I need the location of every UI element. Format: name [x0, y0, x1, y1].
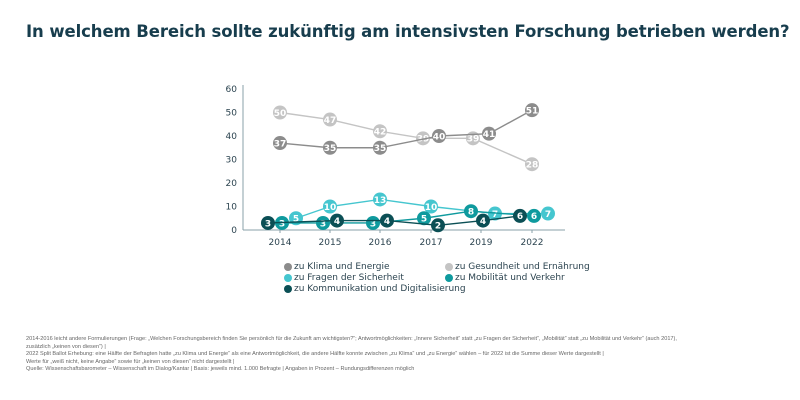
data-label: 3 [265, 219, 271, 229]
data-label: 6 [517, 212, 523, 222]
y-tick-label: 10 [226, 203, 238, 213]
legend-item-gesundheit: zu Gesundheit und Ernährung [445, 262, 590, 272]
y-tick-label: 40 [226, 132, 238, 142]
data-point [431, 218, 445, 233]
data-point [316, 215, 330, 230]
data-label: 10 [324, 203, 337, 213]
data-label: 7 [492, 210, 498, 220]
data-label: 42 [374, 128, 387, 138]
data-label: 3 [370, 219, 376, 229]
series-line [279, 109, 533, 149]
data-label: 35 [324, 144, 337, 154]
y-tick-label: 60 [226, 85, 238, 95]
legend-item-kommunikation: zu Kommunikation und Digitalisierung [284, 284, 466, 294]
data-label: 8 [468, 208, 474, 218]
data-label: 4 [334, 217, 340, 227]
data-point [527, 208, 541, 223]
data-label: 5 [421, 215, 427, 225]
data-label: 7 [545, 210, 551, 220]
data-point [323, 199, 337, 214]
series-line [279, 111, 533, 165]
legend-swatch [284, 285, 292, 293]
legend-label: zu Fragen der Sicherheit [294, 273, 404, 283]
data-label: 3 [279, 219, 285, 229]
legend-item-sicherheit: zu Fragen der Sicherheit [284, 273, 404, 283]
data-point [416, 131, 430, 146]
data-label: 39 [467, 135, 480, 145]
data-point [380, 213, 394, 228]
y-tick-label: 30 [226, 156, 238, 166]
data-point [373, 192, 387, 207]
footnote-line: 2022 Split Ballot Erhebung: eine Hälfte … [26, 351, 604, 358]
data-label: 4 [384, 217, 390, 227]
data-point [373, 124, 387, 139]
x-tick-label: 2015 [319, 238, 342, 248]
data-point [330, 213, 344, 228]
x-tick-label: 2014 [269, 238, 292, 248]
data-point [417, 211, 431, 226]
data-label: 10 [425, 203, 438, 213]
footnotes: 2014-2016 leicht andere Formulierungen (… [26, 336, 677, 374]
data-label: 2 [435, 222, 441, 232]
legend-item-mobilitaet: zu Mobilität und Verkehr [445, 273, 565, 283]
legend-swatch [445, 274, 453, 282]
y-tick-label: 50 [226, 109, 238, 119]
data-point [432, 129, 446, 143]
data-label: 4 [480, 217, 486, 227]
data-label: 3 [320, 219, 326, 229]
y-tick-label: 20 [226, 179, 238, 189]
legend-label: zu Kommunikation und Digitalisierung [294, 284, 466, 294]
x-tick-label: 2016 [369, 238, 392, 248]
footnote-line: Quelle: Wissenschaftsbarometer – Wissens… [26, 366, 415, 373]
legend-swatch [445, 263, 453, 271]
data-point [323, 112, 337, 127]
data-point [273, 136, 287, 151]
data-label: 47 [324, 116, 337, 126]
y-tick-label: 0 [231, 226, 237, 236]
data-point [541, 206, 555, 221]
data-point [525, 103, 539, 118]
data-point [261, 215, 275, 230]
x-tick-label: 2019 [470, 238, 493, 248]
data-label: 51 [526, 106, 539, 116]
footnote-line: zusätzlich „keinen von diesen“) | [26, 343, 106, 350]
data-label: 35 [374, 144, 387, 154]
data-point [373, 140, 387, 155]
data-label: 13 [374, 196, 387, 206]
x-tick-label: 2017 [420, 238, 443, 248]
data-label: 37 [274, 139, 287, 149]
data-point [482, 126, 496, 141]
data-label: 40 [433, 132, 446, 142]
legend-label: zu Gesundheit und Ernährung [455, 262, 590, 272]
data-point [323, 140, 337, 155]
legend-swatch [284, 263, 292, 271]
data-point [273, 105, 287, 120]
legend-swatch [284, 274, 292, 282]
data-label: 5 [293, 215, 299, 225]
data-label: 28 [526, 161, 539, 171]
data-point [424, 199, 438, 214]
data-label: 50 [274, 109, 287, 119]
data-point [513, 208, 527, 223]
chart-title: In welchem Bereich sollte zukünftig am i… [26, 22, 790, 41]
footnote-line: 2014-2016 leicht andere Formulierungen (… [26, 336, 677, 342]
legend-item-klima: zu Klima und Energie [284, 262, 390, 272]
legend-label: zu Klima und Energie [294, 262, 390, 272]
data-label: 6 [531, 212, 537, 222]
data-point [525, 157, 539, 172]
data-point [476, 213, 490, 228]
data-point [366, 215, 380, 230]
x-tick-label: 2022 [521, 238, 544, 248]
data-point [464, 204, 478, 219]
data-label: 41 [483, 130, 496, 140]
legend-label: zu Mobilität und Verkehr [455, 273, 565, 283]
footnote-line: Werte für „weiß nicht, keine Angabe“ sow… [26, 358, 235, 365]
